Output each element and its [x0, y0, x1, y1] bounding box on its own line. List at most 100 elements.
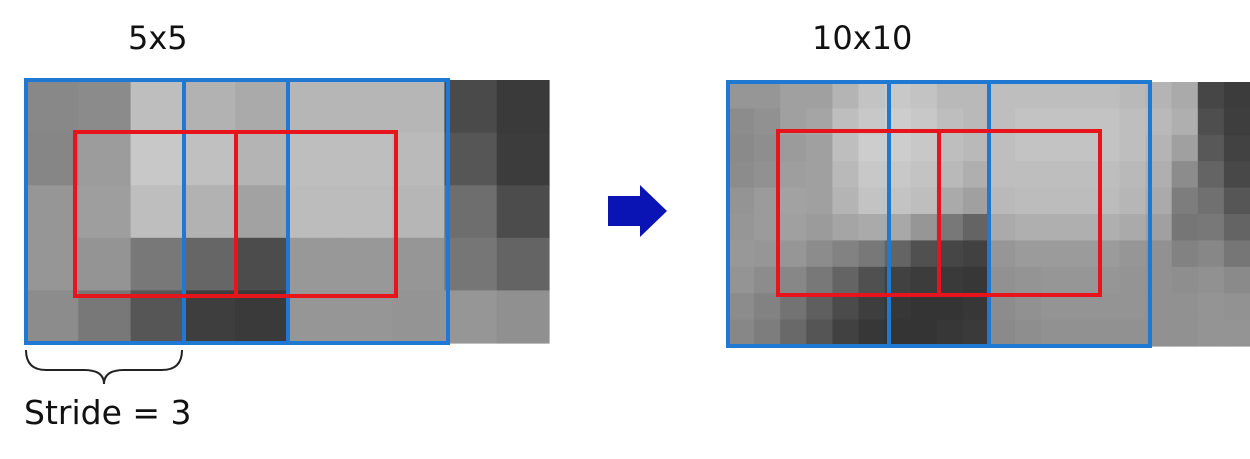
left-grid-cell	[26, 132, 79, 186]
right-grid-cell	[780, 134, 807, 162]
right-grid-cell	[806, 134, 833, 162]
right-grid-cell	[936, 134, 964, 162]
right-grid-cell	[936, 266, 964, 294]
right-grid-cell	[1223, 266, 1250, 294]
right-arrow-icon	[608, 185, 667, 237]
left-grid-cell	[78, 237, 132, 291]
right-grid-cell	[754, 293, 781, 321]
right-grid-cell	[858, 214, 886, 241]
right-grid-cell	[1119, 134, 1147, 162]
right-grid-cell	[858, 266, 886, 294]
right-grid-cell	[1041, 266, 1068, 294]
right-grid-cell	[806, 161, 833, 189]
right-grid-cell	[1093, 82, 1121, 109]
right-grid-cell	[780, 214, 807, 241]
right-grid-cell	[832, 293, 860, 321]
right-grid-cell	[1197, 319, 1225, 347]
left-grid-cell	[392, 290, 445, 344]
left-grid-cell	[26, 237, 79, 291]
left-grid-cell	[339, 185, 393, 239]
right-grid-cell	[780, 82, 807, 109]
right-grid-cell	[936, 214, 964, 241]
right-grid-cell	[858, 187, 886, 215]
left-grid-cell	[496, 80, 550, 134]
right-grid-cell	[989, 240, 1016, 268]
right-grid-cell	[1041, 214, 1068, 241]
left-grid-cell	[496, 290, 550, 344]
right-grid-cell	[728, 187, 755, 215]
left-grid-cell	[339, 80, 393, 134]
right-grid-cell	[962, 266, 990, 294]
right-grid-cell	[1171, 134, 1199, 162]
left-grid-cell	[130, 237, 184, 291]
right-grid-cell	[1067, 214, 1094, 241]
right-grid-cell	[1067, 319, 1094, 347]
right-grid-cell	[728, 108, 755, 136]
left-grid-cell	[235, 185, 289, 239]
left-grid-cell	[392, 237, 445, 291]
right-grid-cell	[1041, 293, 1068, 321]
right-grid-cell	[1223, 134, 1250, 162]
right-grid-cell	[1223, 319, 1250, 347]
right-grid-cell	[910, 319, 938, 347]
right-grid-cell	[1223, 293, 1250, 321]
right-grid-cell	[1015, 214, 1042, 241]
right-grid-cell	[1119, 240, 1147, 268]
left-grid-cell	[444, 80, 498, 134]
right-grid-cell	[1223, 108, 1250, 136]
right-grid-cell	[989, 161, 1016, 189]
right-grid-cell	[1171, 293, 1199, 321]
right-grid-cell	[1015, 134, 1042, 162]
left-pixel-grid	[26, 80, 550, 344]
right-grid-cell	[962, 161, 990, 189]
left-grid-cell	[339, 132, 393, 186]
right-grid-cell	[1015, 319, 1042, 347]
right-grid-cell	[832, 214, 860, 241]
right-grid-cell	[728, 82, 755, 109]
right-grid-cell	[1197, 161, 1225, 189]
right-grid-cell	[754, 319, 781, 347]
right-grid-cell	[910, 187, 938, 215]
right-grid-cell	[1119, 82, 1147, 109]
left-grid-cell	[130, 290, 184, 344]
right-grid-cell	[832, 240, 860, 268]
left-grid-cell	[444, 185, 498, 239]
right-grid-cell	[936, 82, 964, 109]
right-grid-cell	[858, 240, 886, 268]
right-grid-cell	[962, 214, 990, 241]
right-grid-cell	[1171, 108, 1199, 136]
right-grid-cell	[1041, 82, 1068, 109]
left-grid-cell	[287, 185, 341, 239]
right-grid-cell	[1041, 319, 1068, 347]
left-grid-cell	[78, 132, 132, 186]
right-grid-cell	[1067, 266, 1094, 294]
right-grid-cell	[1067, 134, 1094, 162]
right-grid-cell	[936, 161, 964, 189]
right-grid-cell	[1093, 161, 1121, 189]
left-grid-cell	[130, 132, 184, 186]
right-grid-cell	[780, 161, 807, 189]
left-grid-cell	[182, 132, 236, 186]
right-grid-cell	[1197, 187, 1225, 215]
right-grid-cell	[989, 266, 1016, 294]
left-grid-cell	[287, 132, 341, 186]
left-grid-cell	[496, 185, 550, 239]
left-grid-cell	[339, 237, 393, 291]
right-grid-cell	[989, 187, 1016, 215]
left-grid-cell	[182, 237, 236, 291]
right-grid-cell	[858, 319, 886, 347]
stride-brace-icon	[25, 349, 183, 385]
right-blue-window-1	[726, 80, 991, 348]
left-grid-cell	[496, 132, 550, 186]
right-grid-cell	[1119, 214, 1147, 241]
right-grid-cell	[962, 319, 990, 347]
right-grid-cell	[1067, 82, 1094, 109]
right-grid-cell	[1015, 266, 1042, 294]
right-grid-cell	[962, 134, 990, 162]
right-grid-cell	[806, 187, 833, 215]
right-grid-cell	[858, 134, 886, 162]
right-grid-cell	[1119, 108, 1147, 136]
right-grid-cell	[832, 266, 860, 294]
right-grid-cell	[1093, 319, 1121, 347]
